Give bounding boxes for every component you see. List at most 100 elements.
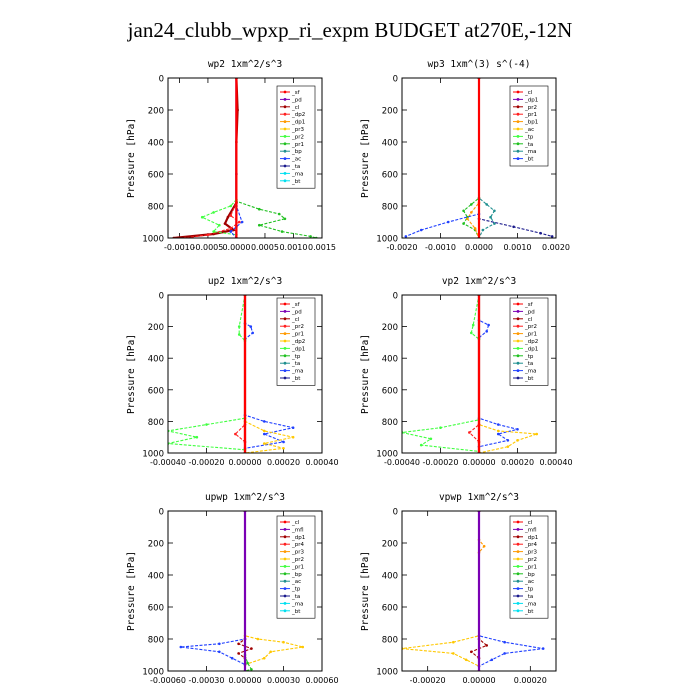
data-point — [493, 209, 496, 213]
data-point — [226, 215, 230, 219]
series-line — [462, 78, 480, 238]
data-point — [251, 331, 254, 335]
legend-label: _ta — [291, 164, 300, 170]
data-point — [466, 217, 469, 221]
legend-marker — [283, 602, 287, 605]
data-point — [468, 431, 471, 434]
y-tick-label: 600 — [148, 604, 164, 614]
series-line — [185, 78, 241, 238]
y-tick-label: 1000 — [142, 235, 164, 245]
series-group — [179, 511, 305, 671]
legend-label: _bt — [291, 609, 301, 615]
x-tick-label: 0.00000 — [462, 458, 495, 467]
legend-label: _ma — [291, 369, 303, 375]
data-point — [470, 203, 473, 206]
legend-marker — [283, 302, 287, 306]
legend-label: _pr2 — [524, 324, 537, 330]
data-point — [446, 220, 450, 224]
x-tick-label: 0.0000 — [465, 243, 493, 252]
x-tick-label: 0.00000 — [228, 458, 261, 467]
data-point — [550, 235, 554, 238]
data-point — [277, 212, 281, 216]
series-line — [173, 78, 239, 238]
legend-marker — [283, 347, 287, 350]
legend-marker — [283, 135, 287, 138]
legend-label: _dp2 — [291, 339, 305, 345]
legend-marker — [283, 179, 287, 183]
legend-label: _ta — [524, 142, 533, 148]
series-group — [172, 78, 318, 238]
legend-label: _ma — [291, 171, 303, 177]
series-line — [168, 295, 246, 451]
legend-marker — [283, 120, 287, 123]
data-point — [439, 426, 442, 430]
data-point — [256, 637, 260, 641]
legend-label: _cl — [291, 317, 300, 323]
legend-marker — [283, 112, 287, 116]
data-point — [487, 323, 490, 327]
legend-label: _ma — [524, 369, 536, 375]
data-point — [485, 203, 489, 206]
y-tick-label: 800 — [148, 203, 164, 213]
data-point — [205, 423, 208, 426]
y-tick-label: 800 — [382, 418, 398, 428]
data-point — [489, 215, 492, 219]
series-line — [229, 78, 243, 238]
series-group — [404, 78, 554, 238]
data-point — [506, 439, 510, 442]
legend-label: _pr4 — [291, 542, 305, 548]
plot-frame — [401, 294, 557, 454]
y-tick-label: 600 — [148, 171, 164, 181]
data-point — [237, 333, 241, 336]
data-point — [470, 650, 473, 654]
legend-label: _bt — [524, 157, 534, 163]
x-tick-label: -0.0010 — [164, 243, 195, 252]
legend-label: _pr3 — [291, 550, 305, 556]
x-tick-label: -0.0005 — [192, 243, 223, 252]
legend-box — [276, 85, 316, 189]
data-point — [512, 225, 515, 229]
legend-marker — [516, 127, 520, 131]
legend-label: _dp1 — [524, 535, 538, 541]
legend-label: _bp — [524, 572, 535, 578]
y-tick-label: 600 — [382, 604, 398, 614]
legend-label: _sf — [291, 90, 301, 96]
data-point — [262, 429, 266, 433]
legend-marker — [516, 149, 520, 153]
y-tick-label: 600 — [382, 171, 398, 181]
legend-marker — [516, 557, 520, 561]
series-line — [180, 511, 246, 666]
legend-label: _tp — [524, 587, 534, 593]
y-axis-label: Pressure [hPa] — [126, 551, 137, 631]
legend-label: _cl — [524, 317, 533, 323]
x-tick-label: -0.00030 — [189, 676, 225, 685]
data-point — [218, 642, 221, 646]
data-point — [462, 209, 465, 213]
legend-label: _pr1 — [524, 564, 537, 570]
y-tick-label: 800 — [148, 418, 164, 428]
legend-label: _ac — [524, 127, 534, 133]
data-point — [262, 420, 266, 423]
y-tick-label: 600 — [148, 386, 164, 396]
data-point — [473, 227, 477, 230]
legend-label: _cl — [291, 105, 300, 111]
legend-marker — [283, 542, 287, 546]
legend-marker — [283, 149, 287, 153]
legend-marker — [283, 98, 287, 101]
legend-marker — [516, 376, 520, 380]
legend-label: _dp1 — [291, 535, 305, 541]
legend-label: _pr3 — [291, 127, 305, 133]
legend-label: _sf — [524, 302, 534, 308]
data-point — [452, 652, 455, 655]
legend-marker — [283, 354, 287, 358]
plot-frame — [167, 77, 323, 239]
legend-marker — [283, 172, 287, 175]
legend-marker — [283, 369, 287, 372]
chart-panel: upwp 1xm^2/s^3 Pressure [hPa] 0 200 400 600 80… — [126, 492, 339, 685]
data-point — [282, 446, 285, 450]
legend-label: _ac — [524, 579, 534, 585]
x-tick-label: 0.0010 — [504, 243, 532, 252]
x-tick-label: 0.0000 — [222, 243, 250, 252]
legend-label: _tp — [291, 354, 301, 360]
